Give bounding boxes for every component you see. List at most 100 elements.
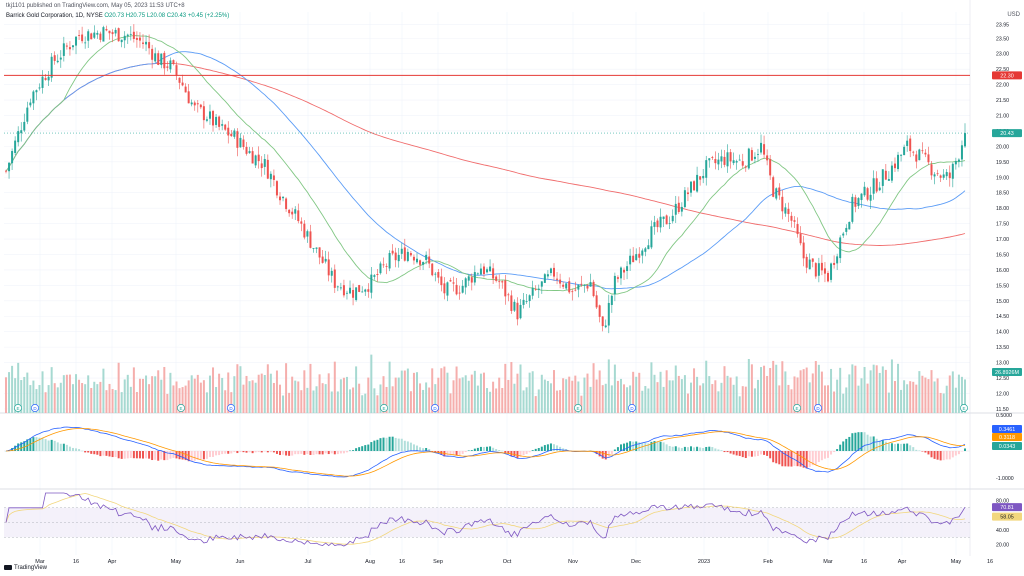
macd-histogram-bar bbox=[489, 446, 492, 451]
candle bbox=[151, 44, 154, 69]
macd-histogram-bar bbox=[14, 445, 17, 451]
candle-body bbox=[239, 137, 242, 148]
x-tick-label: 16 bbox=[987, 559, 993, 565]
macd-histogram-bar bbox=[190, 451, 193, 462]
macd-histogram-bar bbox=[881, 440, 884, 451]
macd-histogram-bar bbox=[406, 441, 409, 451]
macd-histogram-bar bbox=[449, 451, 452, 456]
x-tick-label: Jun bbox=[236, 559, 245, 565]
candle-body bbox=[342, 285, 345, 296]
macd-histogram-bar bbox=[111, 451, 114, 458]
candle bbox=[577, 284, 580, 298]
volume-bar bbox=[616, 380, 619, 413]
candle-body bbox=[169, 60, 172, 70]
candle bbox=[184, 83, 187, 93]
candle-body bbox=[623, 269, 626, 273]
y-tick-label: 16.00 bbox=[996, 268, 1009, 274]
macd-histogram-bar bbox=[900, 443, 903, 451]
candle bbox=[14, 136, 17, 156]
volume-bar bbox=[114, 390, 117, 413]
volume-bar bbox=[187, 380, 190, 413]
candle-body bbox=[845, 227, 848, 232]
volume-bar bbox=[145, 375, 148, 413]
volume-bar bbox=[650, 362, 653, 413]
volume-bar bbox=[68, 374, 71, 413]
macd-histogram-bar bbox=[269, 451, 272, 453]
volume-bar bbox=[945, 385, 948, 413]
candle-body bbox=[924, 152, 927, 155]
candle bbox=[65, 42, 68, 50]
candle-body bbox=[373, 275, 376, 277]
candle bbox=[452, 276, 455, 292]
y-tick-label: 12.00 bbox=[996, 391, 1009, 397]
candle bbox=[96, 30, 99, 39]
macd-histogram-bar bbox=[860, 432, 863, 451]
candle-body bbox=[388, 253, 391, 269]
volume-bar bbox=[869, 370, 872, 413]
candle-body bbox=[592, 281, 595, 297]
candle-body bbox=[610, 295, 613, 305]
candle bbox=[336, 285, 339, 292]
candle bbox=[236, 128, 239, 157]
volume-bar bbox=[897, 363, 900, 413]
macd-histogram-bar bbox=[416, 445, 418, 451]
candle-body bbox=[921, 150, 924, 152]
earnings-e-icon: E bbox=[380, 404, 388, 412]
macd-histogram-bar bbox=[132, 451, 135, 459]
candle bbox=[181, 74, 184, 87]
volume-bar bbox=[814, 361, 817, 413]
volume-bar bbox=[342, 377, 345, 413]
candle bbox=[117, 27, 120, 42]
macd-histogram-bar bbox=[866, 434, 869, 451]
candle-body bbox=[154, 53, 157, 62]
volume-bar bbox=[960, 376, 963, 413]
candle-body bbox=[918, 149, 921, 161]
candle bbox=[370, 267, 373, 299]
candle-body bbox=[440, 276, 443, 286]
macd-histogram-bar bbox=[613, 449, 616, 451]
candle-body bbox=[531, 287, 534, 296]
volume-bar bbox=[592, 363, 595, 413]
candle-body bbox=[224, 124, 227, 130]
macd-histogram-bar bbox=[236, 451, 239, 454]
candle-body bbox=[766, 155, 769, 161]
candle-body bbox=[449, 280, 452, 282]
macd-histogram-bar bbox=[379, 438, 382, 451]
volume-bar bbox=[665, 370, 668, 413]
macd-histogram-bar bbox=[470, 450, 473, 451]
candle-body bbox=[738, 159, 741, 161]
volume-bar bbox=[157, 370, 160, 413]
candle bbox=[221, 119, 224, 131]
candle-body bbox=[842, 233, 845, 236]
candle-body bbox=[419, 260, 422, 265]
volume-bar bbox=[464, 375, 467, 413]
candle bbox=[208, 104, 211, 125]
candle bbox=[449, 277, 452, 282]
candle-body bbox=[53, 55, 56, 61]
candle-body bbox=[443, 283, 446, 294]
candle-body bbox=[285, 198, 288, 210]
macd-histogram-bar bbox=[412, 444, 415, 451]
volume-bar bbox=[446, 372, 449, 413]
candle-body bbox=[662, 216, 665, 219]
candle bbox=[690, 181, 692, 197]
macd-histogram-bar bbox=[729, 451, 732, 454]
y-tick-label: 11.50 bbox=[996, 407, 1009, 413]
candle-body bbox=[428, 256, 431, 264]
volume-bar bbox=[936, 378, 939, 413]
macd-histogram-bar bbox=[775, 451, 778, 464]
macd-histogram-bar bbox=[199, 451, 202, 459]
volume-bar bbox=[647, 388, 650, 413]
legend-close: C20.43 bbox=[166, 13, 187, 19]
candle-body bbox=[790, 215, 793, 221]
volume-bar bbox=[14, 378, 17, 413]
volume-bar bbox=[154, 376, 157, 413]
candle-body bbox=[717, 159, 720, 165]
volume-bar bbox=[309, 363, 312, 413]
volume-bar bbox=[531, 371, 534, 413]
macd-histogram-bar bbox=[126, 451, 129, 459]
volume-bar bbox=[245, 375, 248, 413]
macd-histogram-bar bbox=[738, 451, 741, 456]
volume-bar bbox=[233, 376, 236, 413]
